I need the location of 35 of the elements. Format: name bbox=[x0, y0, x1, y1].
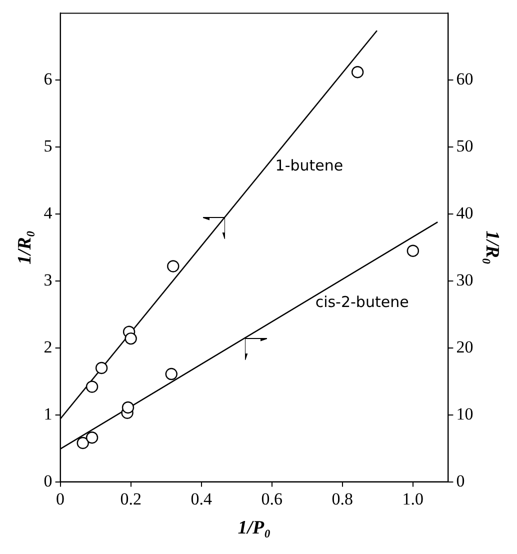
x-tick-label: 1.0 bbox=[402, 489, 424, 508]
point bbox=[95, 362, 108, 374]
series-label: 1-butene bbox=[275, 156, 344, 175]
x-tick-label: 0.2 bbox=[120, 489, 142, 508]
y-tick-label: 5 bbox=[44, 136, 52, 156]
point bbox=[122, 401, 134, 414]
y-tick-label: 6 bbox=[44, 70, 52, 89]
series-label: cis-2-butene bbox=[315, 293, 409, 312]
point bbox=[351, 66, 364, 78]
y2-tick-label: 10 bbox=[456, 404, 474, 424]
point bbox=[406, 244, 420, 257]
point bbox=[86, 432, 98, 444]
y2-tick-label: 30 bbox=[456, 270, 474, 290]
point bbox=[167, 260, 180, 272]
y2-tick-label: 0 bbox=[456, 471, 465, 490]
y2-axis-title: 1/R₀ bbox=[482, 230, 503, 265]
y2-tick-label: 20 bbox=[456, 337, 474, 356]
x-tick-label: 0.8 bbox=[332, 489, 354, 508]
y-tick-label: 3 bbox=[44, 270, 52, 290]
point bbox=[165, 368, 178, 380]
y2-tick-label: 40 bbox=[456, 203, 474, 222]
y-tick-label: 4 bbox=[44, 203, 53, 222]
x-tick-label: 0.4 bbox=[190, 489, 212, 508]
point bbox=[124, 332, 137, 345]
y-axis-title: 1/R₀ bbox=[14, 230, 36, 265]
x-tick-label: 0.6 bbox=[261, 489, 283, 508]
y-tick-label: 2 bbox=[44, 337, 52, 356]
point bbox=[86, 380, 98, 393]
point bbox=[76, 436, 89, 450]
x-axis-title: 1/P₀ bbox=[238, 518, 271, 539]
y2-tick-label: 60 bbox=[456, 70, 474, 89]
y-tick-label: 1 bbox=[44, 404, 52, 424]
y2-tick-label: 50 bbox=[456, 136, 474, 156]
y-tick-label: 0 bbox=[44, 471, 52, 490]
x-tick-label: 0 bbox=[56, 489, 65, 508]
